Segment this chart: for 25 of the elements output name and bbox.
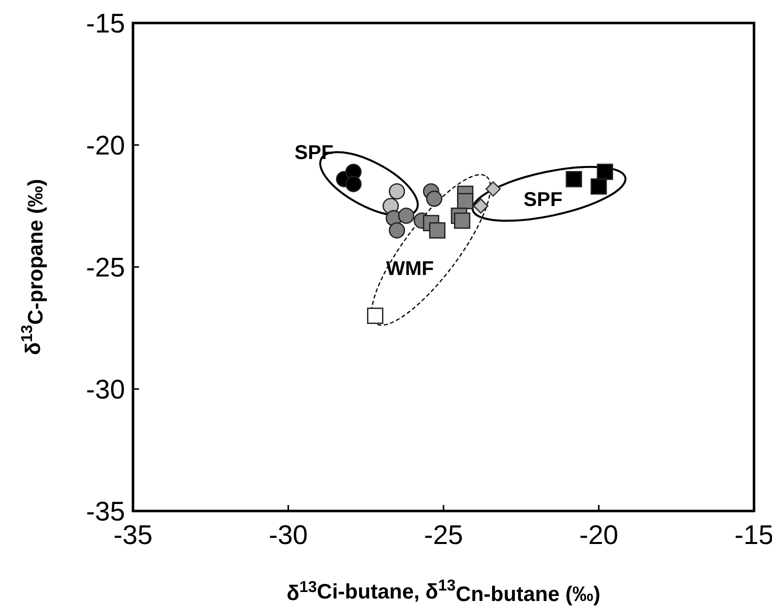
x-tick-label: -15: [734, 520, 772, 550]
y-tick-label: -30: [86, 374, 125, 404]
point: [486, 181, 501, 197]
y-tick-label: -15: [86, 8, 125, 38]
point: [590, 178, 607, 195]
point: [429, 222, 446, 239]
point: [426, 190, 442, 207]
point: [566, 171, 582, 188]
point: [596, 164, 614, 180]
annotation: SPF: [524, 189, 562, 211]
point: [398, 208, 414, 224]
point: [345, 176, 362, 192]
point: [388, 222, 406, 239]
y-tick-label: -25: [86, 252, 125, 282]
point: [367, 308, 384, 324]
point: [388, 183, 406, 200]
point: [473, 198, 488, 214]
point: [457, 192, 474, 210]
x-tick-label: -20: [579, 520, 618, 550]
y-tick-label: -20: [86, 130, 125, 160]
point: [454, 212, 470, 229]
x-axis-title: δ$^{13}$Ci-butane, δ$^{13}$Cn-butane (‰): [286, 578, 600, 606]
annotation: WMF: [386, 258, 434, 280]
x-tick-label: -25: [424, 520, 464, 550]
x-tick-label: -30: [268, 520, 308, 550]
